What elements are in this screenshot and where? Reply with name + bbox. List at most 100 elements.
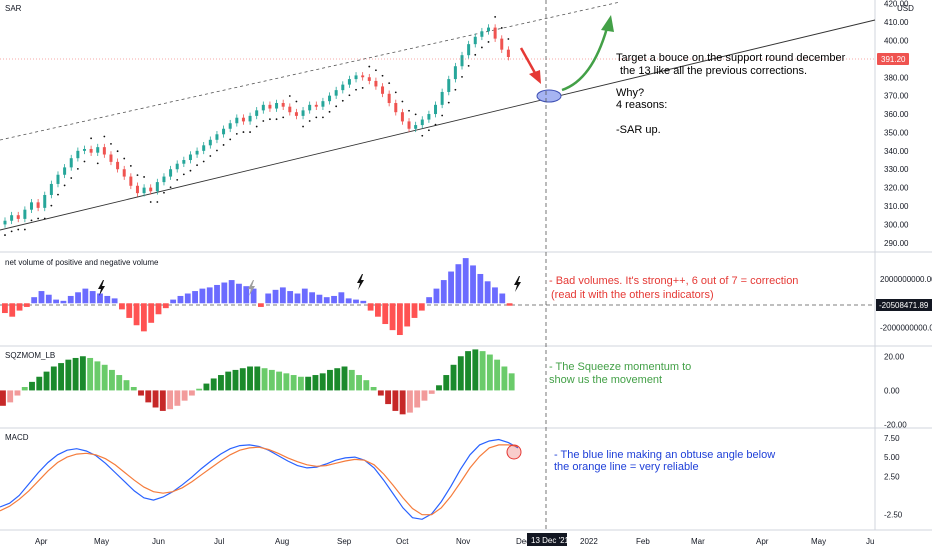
squeeze-bar: [65, 359, 72, 391]
squeeze-bar: [123, 380, 130, 391]
sar-dot: [341, 99, 344, 102]
net-volume-bar: [499, 293, 506, 304]
squeeze-bar: [290, 375, 297, 391]
sar-dot: [480, 46, 483, 49]
upper-channel-line[interactable]: [0, 1, 621, 141]
net-volume-bar: [265, 293, 272, 304]
candle-body: [3, 220, 7, 225]
sar-dot: [169, 186, 172, 189]
down-arrow-red[interactable]: [519, 47, 537, 74]
sar-dot: [322, 116, 324, 119]
squeeze-bar: [87, 357, 94, 391]
candle-body: [447, 79, 451, 92]
lower-channel-line[interactable]: [0, 19, 876, 231]
squeeze-bar: [450, 364, 457, 391]
squeeze-bar: [312, 375, 319, 391]
squeeze-bar: [341, 366, 348, 391]
sar-dot: [355, 88, 357, 91]
up-arrow-green-head: [601, 15, 614, 32]
candle-body: [354, 75, 358, 80]
sar-dot: [43, 217, 46, 220]
candle-body: [69, 158, 73, 168]
sar-dot: [394, 91, 397, 94]
sar-dot: [76, 167, 79, 170]
time-axis-label: May: [811, 537, 826, 546]
squeeze-bar: [436, 385, 442, 391]
candle-body: [361, 75, 365, 78]
sar-dot: [83, 160, 86, 163]
net-volume-last-value: -20508471.89: [879, 301, 929, 310]
time-axis-label: May: [94, 537, 109, 546]
time-axis-label: Dec: [516, 537, 530, 546]
candle-body: [228, 123, 232, 129]
candle-body: [347, 79, 351, 85]
net-volume-histogram: [2, 258, 513, 336]
candle-body: [142, 187, 146, 194]
candle-body: [480, 31, 484, 37]
up-arrow-green[interactable]: [561, 27, 609, 92]
sar-dot: [461, 75, 463, 78]
net-volume-bar: [140, 303, 147, 332]
candle-body: [162, 176, 166, 183]
time-axis-label: 2022: [580, 537, 598, 546]
net-volume-bar: [448, 271, 454, 304]
net-volume-bar: [2, 303, 8, 314]
sar-dot: [189, 169, 192, 172]
net-volume-bar: [67, 295, 74, 304]
sar-dot: [216, 149, 218, 152]
net-volume-bar: [404, 303, 411, 327]
candle-body: [294, 112, 298, 116]
squeeze-bar: [94, 361, 101, 391]
target-ellipse[interactable]: [536, 89, 562, 103]
time-axis-label: Jul: [214, 537, 224, 546]
sar-dot: [103, 135, 106, 138]
squeeze-bar: [479, 351, 486, 391]
net-volume-axis-ticks: 2000000000.00 -2000000000.00: [880, 275, 932, 333]
candle-body: [381, 86, 385, 94]
squeeze-bar: [472, 349, 479, 391]
sar-dot: [96, 162, 99, 165]
squeeze-bar: [406, 390, 413, 413]
net-volume-bar: [272, 289, 279, 304]
sar-dot: [500, 27, 503, 29]
squeeze-bar: [29, 381, 35, 391]
candle-body: [102, 147, 106, 155]
candle-body: [301, 110, 305, 116]
squeeze-bar: [327, 369, 333, 391]
sar-dot: [348, 94, 351, 97]
candle-body: [222, 128, 226, 135]
net-volume-bar: [323, 297, 330, 304]
net-volume-bar: [367, 303, 374, 311]
note-target-line2: the 13 like all the previous corrections…: [620, 65, 807, 77]
net-volume-pane-label: net volume of positive and negative volu…: [5, 258, 159, 267]
squeeze-bar: [334, 368, 341, 391]
macd-cross-circle[interactable]: [506, 444, 522, 460]
lightning-icon: [98, 280, 105, 296]
sar-dot: [17, 228, 20, 231]
squeeze-bar: [72, 357, 79, 391]
net-volume-bar: [170, 299, 177, 304]
candle-body: [49, 183, 53, 195]
candle-body: [473, 36, 477, 45]
sar-dot: [288, 95, 291, 97]
squeeze-bar: [428, 390, 435, 394]
sar-dot: [182, 173, 185, 176]
net-volume-bar: [192, 291, 198, 304]
crosshair-date-label: 13 Dec '21: [531, 536, 570, 545]
time-axis-label: Aug: [275, 537, 289, 546]
net-volume-bar: [206, 287, 213, 304]
net-volume-bar: [228, 280, 235, 304]
candle-body: [10, 215, 14, 221]
sar-dot: [202, 160, 205, 163]
squeeze-bar: [79, 356, 86, 391]
sar-dot: [149, 201, 152, 203]
sar-dot: [30, 219, 33, 222]
sar-dot: [176, 178, 179, 181]
sar-dot: [110, 142, 112, 145]
sar-dot: [269, 118, 271, 121]
squeeze-bar: [218, 375, 224, 391]
sar-dot: [507, 38, 510, 40]
net-volume-bar: [53, 299, 60, 304]
sar-dot: [421, 134, 424, 137]
squeeze-bar: [421, 390, 428, 401]
